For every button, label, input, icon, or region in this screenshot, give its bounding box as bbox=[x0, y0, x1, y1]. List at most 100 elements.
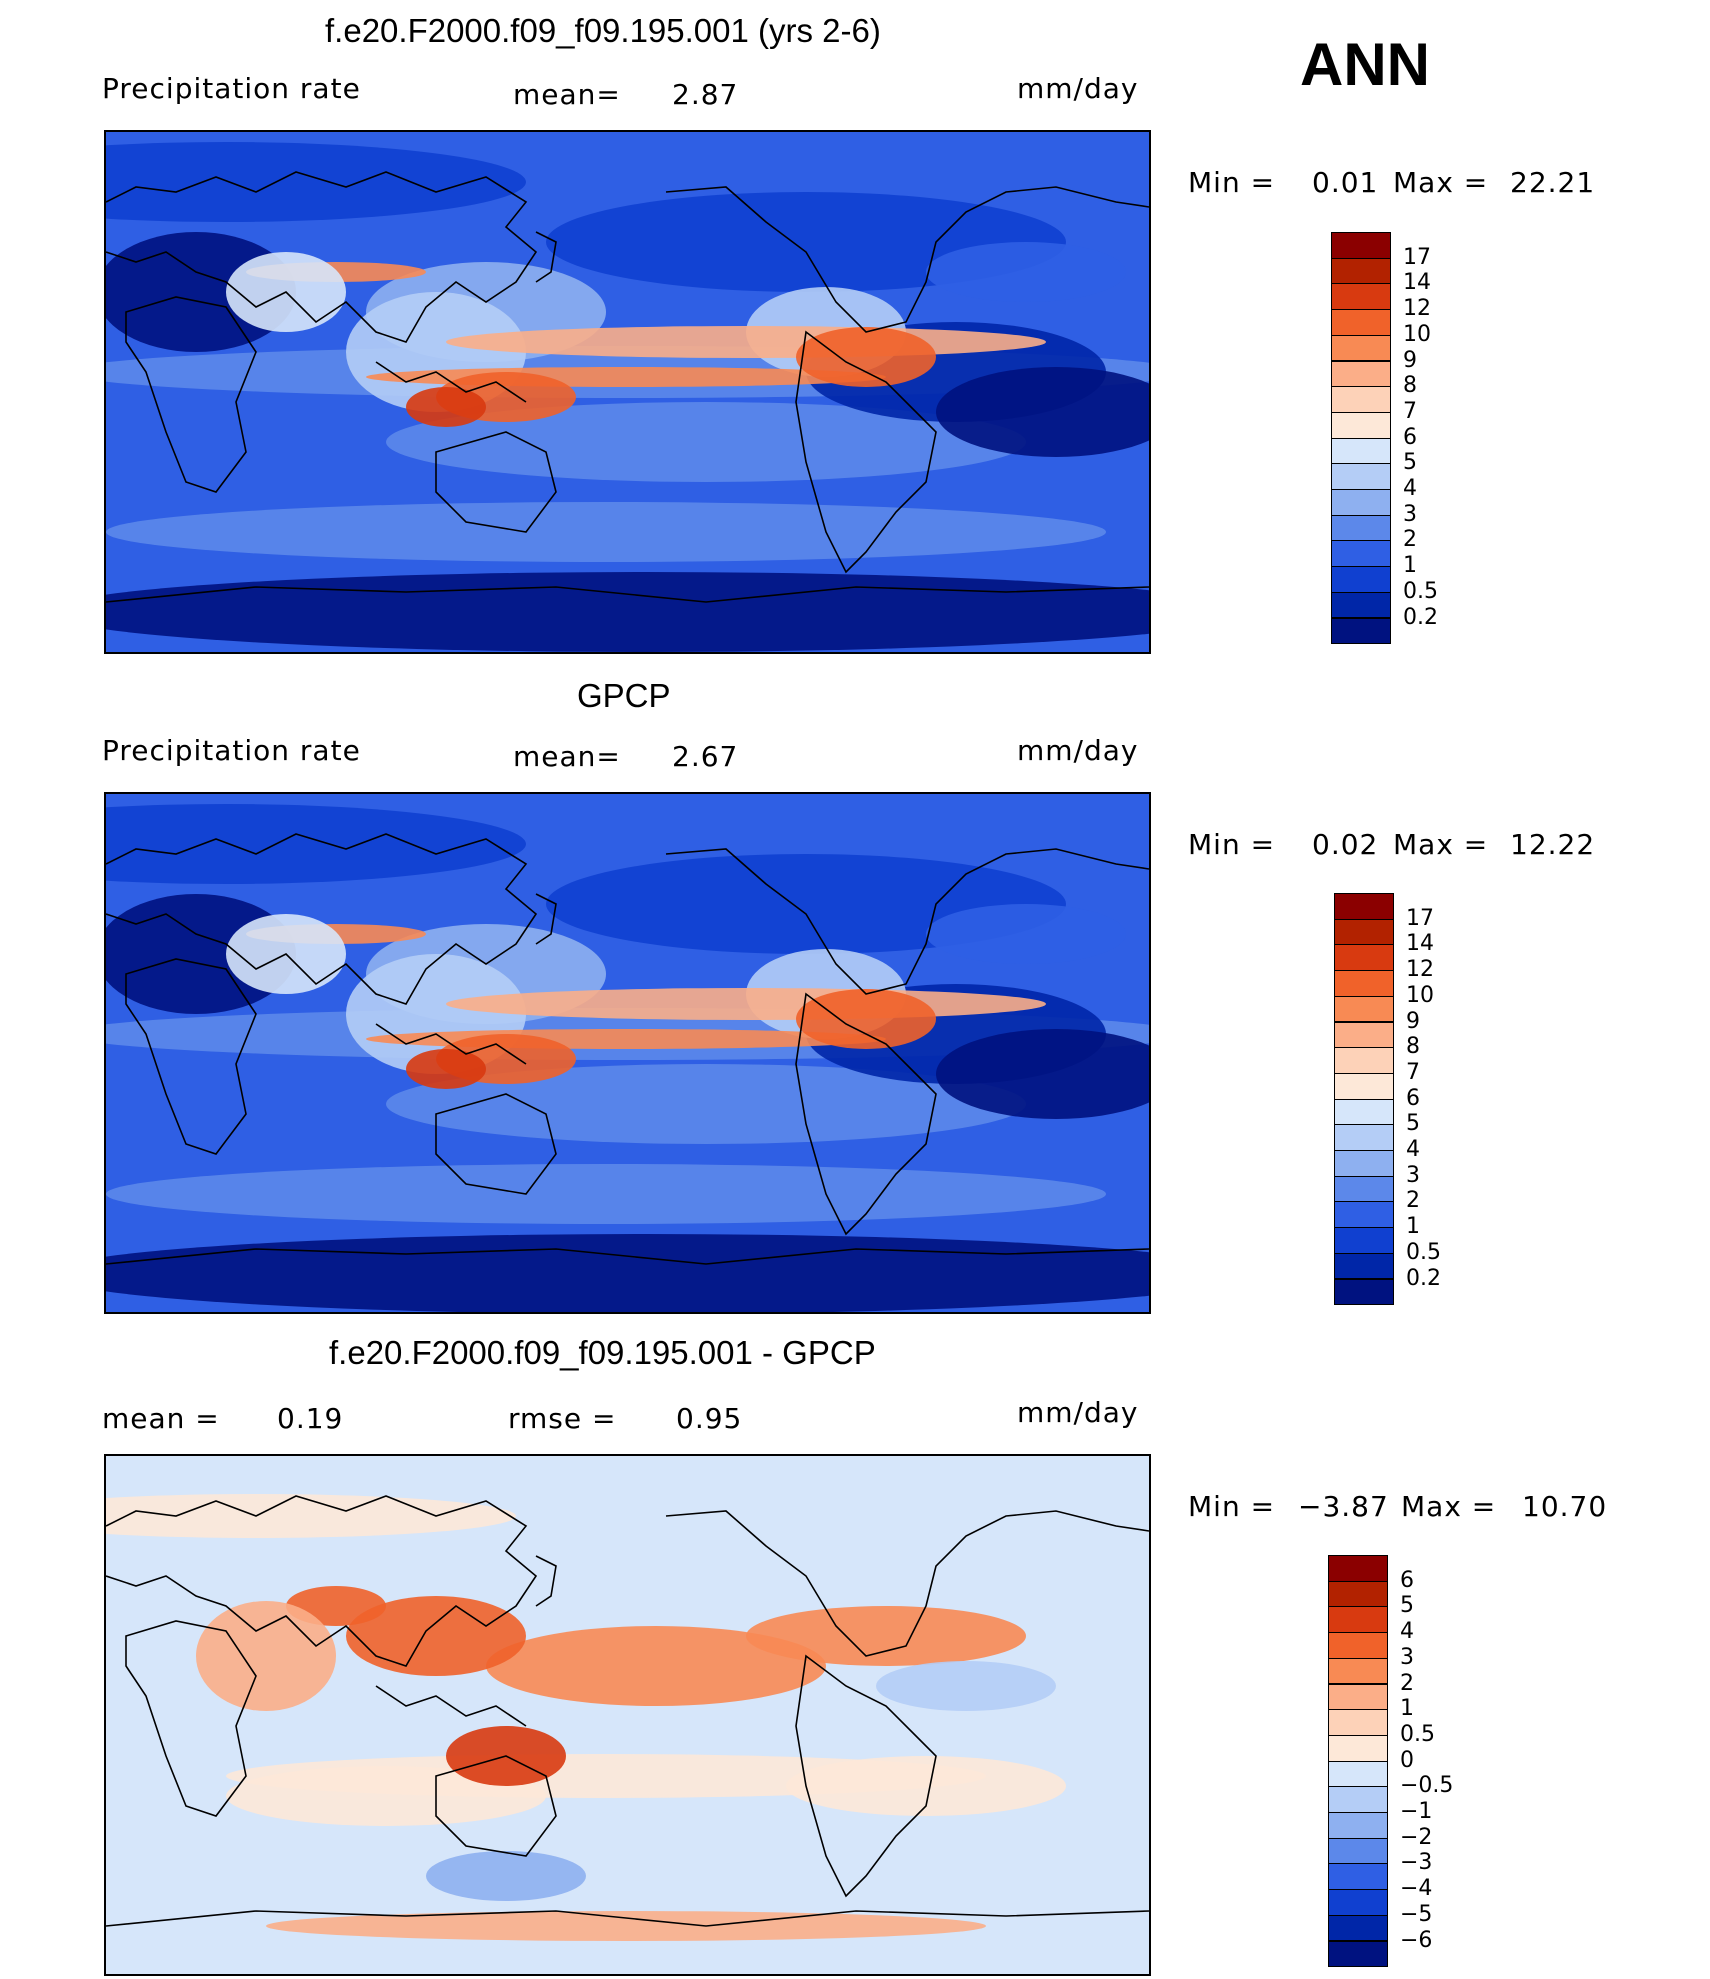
colorbar-swatch bbox=[1328, 1580, 1388, 1608]
colorbar-swatch bbox=[1328, 1683, 1388, 1711]
colorbar-swatch bbox=[1331, 591, 1391, 619]
colorbar-swatch bbox=[1331, 514, 1391, 542]
colorbar-swatch bbox=[1331, 566, 1391, 593]
colorbar-tick-label: −2 bbox=[1400, 1824, 1433, 1850]
panel-title: f.e20.F2000.f09_f09.195.001 - GPCP bbox=[329, 1334, 876, 1371]
min-label: Min = bbox=[1188, 166, 1276, 199]
colorbar-swatch bbox=[1334, 1278, 1394, 1306]
colorbar-swatch bbox=[1334, 1201, 1394, 1229]
colorbar-swatch bbox=[1331, 309, 1391, 336]
colorbar-tick-label: −4 bbox=[1400, 1876, 1433, 1902]
colorbar-swatch bbox=[1334, 1021, 1394, 1049]
colorbar-tick-label: 6 bbox=[1406, 1085, 1420, 1111]
colorbar-tick-label: 7 bbox=[1403, 398, 1417, 424]
mean-label: mean= bbox=[513, 78, 621, 111]
colorbar-tick-label: 2 bbox=[1403, 527, 1417, 553]
colorbar-tick-label: 0.5 bbox=[1406, 1239, 1441, 1265]
colorbar-tick-label: 0.2 bbox=[1406, 1265, 1441, 1291]
colorbar-swatch bbox=[1334, 893, 1394, 920]
min-value: 0.02 bbox=[1312, 828, 1379, 861]
variable-label: Precipitation rate bbox=[102, 734, 361, 767]
colorbar-tick-label: 3 bbox=[1403, 501, 1417, 527]
panel-title: GPCP bbox=[577, 677, 671, 714]
mean-value: 0.19 bbox=[277, 1402, 344, 1435]
colorbar-tick-label: 10 bbox=[1403, 321, 1431, 347]
colorbar-tick-label: 17 bbox=[1406, 905, 1434, 931]
mean-label: mean= bbox=[513, 740, 621, 773]
precip-map-difference bbox=[104, 1454, 1151, 1976]
colorbar-swatch bbox=[1328, 1657, 1388, 1685]
min-value: −3.87 bbox=[1298, 1490, 1389, 1523]
colorbar-tick-label: 4 bbox=[1403, 476, 1417, 501]
colorbar-swatch bbox=[1331, 386, 1391, 413]
colorbar-swatch bbox=[1331, 411, 1391, 439]
colorbar-tick-label: 14 bbox=[1406, 931, 1434, 957]
colorbar-swatch bbox=[1334, 1098, 1394, 1126]
mean-value: 2.87 bbox=[672, 78, 739, 111]
colorbar-tick-label: 3 bbox=[1400, 1644, 1414, 1670]
colorbar-tick-label: 12 bbox=[1403, 296, 1431, 322]
colorbar-swatch bbox=[1334, 944, 1394, 972]
colorbar-swatch bbox=[1331, 463, 1391, 490]
colorbar-swatch bbox=[1328, 1734, 1388, 1762]
colorbar-swatch bbox=[1334, 1150, 1394, 1177]
precip-map-model bbox=[104, 130, 1151, 654]
variable-label: Precipitation rate bbox=[102, 72, 361, 105]
colorbar-swatch bbox=[1328, 1760, 1388, 1788]
colorbar-swatch bbox=[1334, 1047, 1394, 1074]
colorbar-swatch bbox=[1334, 1252, 1394, 1280]
max-label: Max = bbox=[1393, 166, 1489, 199]
colorbar-tick-label: 17 bbox=[1403, 244, 1431, 270]
colorbar-swatch bbox=[1334, 1175, 1394, 1203]
min-label: Min = bbox=[1188, 828, 1276, 861]
colorbar-swatch bbox=[1328, 1914, 1388, 1942]
colorbar-tick-label: 1 bbox=[1403, 553, 1417, 579]
mean-value: 2.67 bbox=[672, 740, 739, 773]
colorbar-tick-label: 4 bbox=[1400, 1619, 1414, 1645]
colorbar-swatch bbox=[1328, 1863, 1388, 1891]
colorbar-swatch bbox=[1334, 1124, 1394, 1151]
colorbar-swatch bbox=[1331, 540, 1391, 568]
units-label: mm/day bbox=[1017, 1396, 1139, 1429]
colorbar-tick-label: 12 bbox=[1406, 957, 1434, 983]
rmse-value: 0.95 bbox=[676, 1402, 743, 1435]
colorbar-tick-label: 0 bbox=[1400, 1747, 1414, 1773]
colorbar-swatch bbox=[1331, 437, 1391, 465]
colorbar-swatch bbox=[1334, 1072, 1394, 1100]
colorbar-tick-label: 10 bbox=[1406, 982, 1434, 1008]
colorbar-tick-label: 8 bbox=[1403, 373, 1417, 399]
colorbar-swatch bbox=[1328, 1940, 1388, 1968]
colorbar-tick-label: 7 bbox=[1406, 1059, 1420, 1085]
colorbar-swatch bbox=[1334, 1227, 1394, 1254]
colorbar-tick-label: 5 bbox=[1406, 1111, 1420, 1137]
colorbar-swatch bbox=[1328, 1709, 1388, 1736]
colorbar-swatch bbox=[1328, 1786, 1388, 1813]
colorbar-difference: 6 5 4 3 2 1 0.5 0 −0.5 −1 −2 −3 −4 −5 −6 bbox=[1328, 1555, 1453, 1968]
colorbar-tick-label: 9 bbox=[1406, 1008, 1420, 1034]
max-value: 22.21 bbox=[1510, 166, 1596, 199]
colorbar-swatch bbox=[1334, 995, 1394, 1023]
mean-label: mean = bbox=[102, 1402, 220, 1435]
colorbar-tick-label: 5 bbox=[1403, 450, 1417, 476]
colorbar-swatch bbox=[1328, 1889, 1388, 1916]
colorbar-swatch bbox=[1331, 360, 1391, 388]
colorbar-swatch bbox=[1331, 334, 1391, 362]
colorbar-tick-label: 1 bbox=[1406, 1214, 1420, 1240]
colorbar-swatch bbox=[1328, 1555, 1388, 1582]
colorbar-tick-label: 1 bbox=[1400, 1696, 1414, 1722]
season-label: ANN bbox=[1300, 31, 1430, 98]
colorbar-tick-label: 9 bbox=[1403, 347, 1417, 373]
units-label: mm/day bbox=[1017, 72, 1139, 105]
colorbar-tick-label: 0.2 bbox=[1403, 604, 1438, 630]
max-value: 12.22 bbox=[1510, 828, 1596, 861]
colorbar-tick-label: −5 bbox=[1400, 1901, 1433, 1927]
min-value: 0.01 bbox=[1312, 166, 1379, 199]
colorbar-swatch bbox=[1331, 257, 1391, 285]
colorbar-tick-label: −6 bbox=[1400, 1927, 1433, 1953]
colorbar-gpcp: 17 14 12 10 9 8 7 6 5 4 3 2 1 0.5 0.2 bbox=[1334, 893, 1454, 1306]
colorbar-swatch bbox=[1328, 1837, 1388, 1865]
colorbar-swatch bbox=[1328, 1632, 1388, 1659]
precip-map-gpcp bbox=[104, 792, 1151, 1314]
units-label: mm/day bbox=[1017, 734, 1139, 767]
panel-title: f.e20.F2000.f09_f09.195.001 (yrs 2-6) bbox=[325, 12, 881, 49]
